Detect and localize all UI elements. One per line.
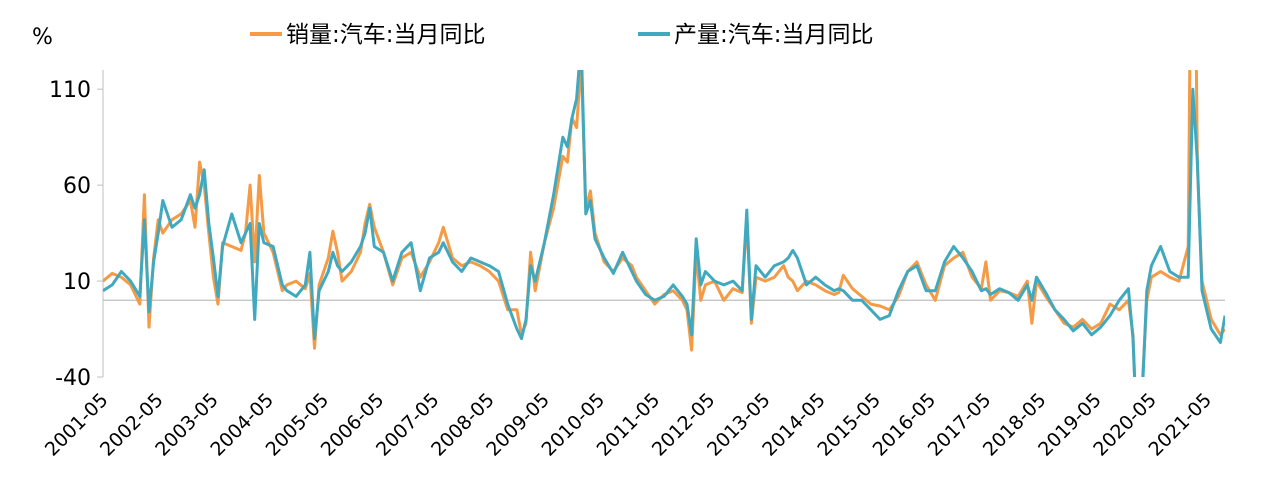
series-line-production (103, 70, 1225, 377)
y-unit-label: % (32, 25, 53, 50)
legend-label-sales: 销量:汽车:当月同比 (286, 22, 486, 48)
y-axis: -40 10 60 110 (49, 70, 104, 391)
y-tick-label: 10 (63, 270, 91, 295)
plot-area (103, 70, 1225, 377)
y-tick-label: -40 (55, 366, 91, 391)
y-tick-label: 60 (63, 174, 91, 199)
y-tick-label: 110 (49, 78, 91, 103)
legend: 销量:汽车:当月同比 产量:汽车:当月同比 (250, 22, 874, 48)
x-axis: 2001-052002-052003-052004-052005-052006-… (41, 299, 1225, 461)
series-line-sales (103, 70, 1225, 377)
legend-label-production: 产量:汽车:当月同比 (674, 22, 874, 48)
